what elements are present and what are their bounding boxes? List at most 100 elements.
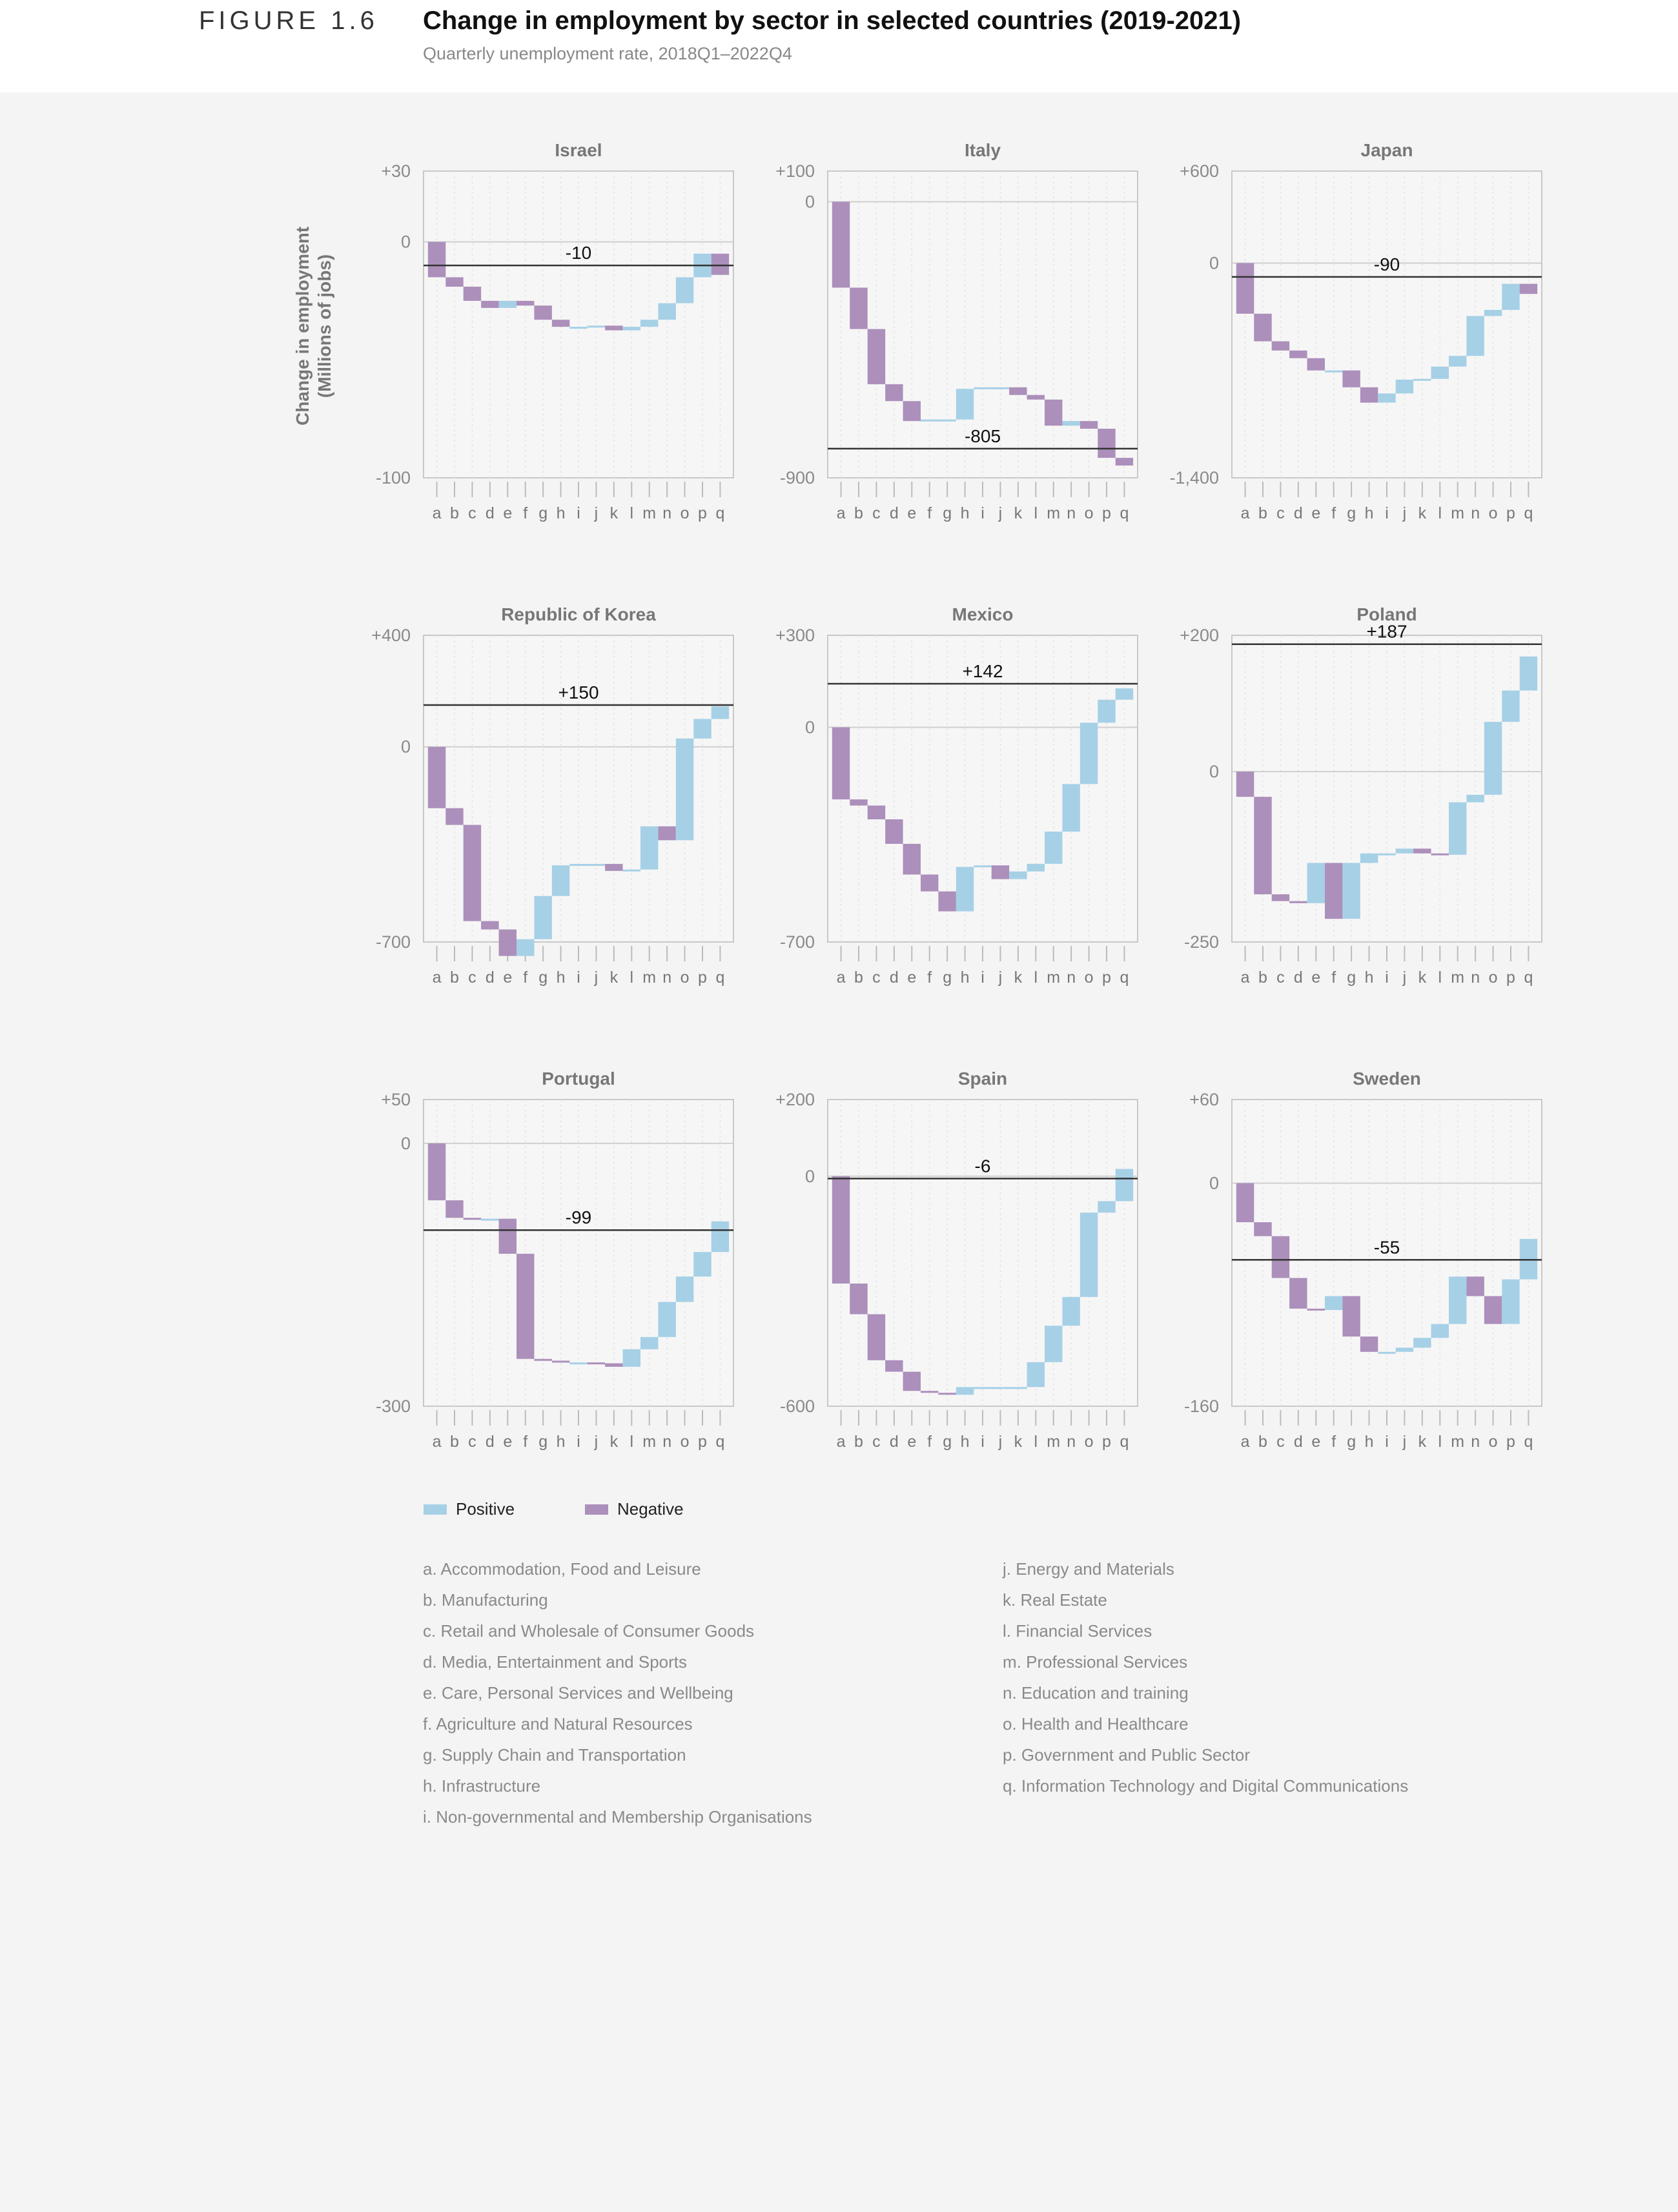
x-tick-label: a xyxy=(433,968,442,987)
waterfall-bar xyxy=(1307,358,1325,371)
y-tick-label: 0 xyxy=(1209,762,1219,781)
x-tick-label: m xyxy=(642,968,656,987)
waterfall-bar xyxy=(1378,853,1396,855)
waterfall-bar xyxy=(991,387,1010,389)
total-label: +187 xyxy=(1366,622,1407,642)
waterfall-bar xyxy=(921,1391,939,1393)
x-tick-label: p xyxy=(698,968,707,987)
x-tick-label: f xyxy=(1331,968,1336,987)
category-key-item: n. Education and training xyxy=(1003,1683,1189,1703)
y-tick-label: +50 xyxy=(381,1090,411,1109)
waterfall-bar xyxy=(1484,309,1502,316)
waterfall-bar xyxy=(1502,283,1520,310)
waterfall-bar xyxy=(903,401,921,422)
x-tick-label: q xyxy=(715,968,724,987)
waterfall-bar xyxy=(427,1143,446,1201)
waterfall-bar xyxy=(1307,1308,1325,1311)
plot-frame xyxy=(423,170,734,478)
x-tick-label: p xyxy=(1506,968,1515,987)
x-tick-label: i xyxy=(981,504,985,522)
waterfall-bar xyxy=(1236,772,1254,797)
waterfall-bar xyxy=(711,1221,730,1253)
waterfall-bar xyxy=(1027,1362,1045,1388)
x-tick-label: l xyxy=(1034,1433,1038,1451)
category-key-item: o. Health and Healthcare xyxy=(1003,1714,1189,1734)
waterfall-bar xyxy=(1045,832,1063,864)
waterfall-bar xyxy=(1395,848,1414,854)
waterfall-bar xyxy=(1325,863,1343,919)
x-tick-label: m xyxy=(1047,504,1060,522)
x-tick-label: o xyxy=(1085,1433,1094,1451)
x-tick-label: h xyxy=(961,968,970,987)
waterfall-bar xyxy=(1098,429,1116,458)
waterfall-bar xyxy=(1079,1213,1098,1297)
waterfall-bar xyxy=(938,1393,956,1395)
waterfall-bar xyxy=(1431,853,1449,855)
x-tick-label: p xyxy=(698,504,707,522)
x-tick-label: l xyxy=(630,968,634,987)
x-tick-label: c xyxy=(872,1433,881,1451)
x-tick-label: i xyxy=(1385,504,1389,522)
x-tick-label: k xyxy=(1014,968,1023,987)
x-tick-label: n xyxy=(1067,1433,1076,1451)
x-tick-label: l xyxy=(1438,968,1442,987)
waterfall-bar xyxy=(1413,378,1431,381)
x-tick-label: l xyxy=(1438,1433,1442,1451)
x-tick-label: i xyxy=(577,504,580,522)
waterfall-bar xyxy=(903,844,921,875)
category-key-item: l. Financial Services xyxy=(1003,1621,1152,1641)
chart-panel: a b c d e f g h i j k l m n o p q -90 +600 0 -1,400 Japan xyxy=(1169,140,1542,522)
small-multiples-charts: a b c d e f g h i j k l m n o p q-10+300-100IsraelChange… xyxy=(292,140,1542,1451)
panel-title: Israel xyxy=(555,140,602,160)
total-label: +150 xyxy=(558,682,599,702)
x-tick-label: n xyxy=(662,1433,671,1451)
waterfall-bar xyxy=(885,819,903,844)
total-label: +142 xyxy=(962,661,1003,681)
x-tick-label: f xyxy=(1331,504,1336,522)
waterfall-bar xyxy=(974,1387,992,1389)
waterfall-bar xyxy=(445,277,464,287)
x-tick-label: b xyxy=(1258,968,1267,987)
waterfall-bar xyxy=(551,865,570,896)
panel-title: Mexico xyxy=(952,604,1014,624)
x-tick-label: k xyxy=(1014,1433,1023,1451)
waterfall-bar xyxy=(640,826,659,870)
x-tick-label: o xyxy=(1085,504,1094,522)
x-tick-label: g xyxy=(1347,1433,1356,1451)
x-tick-label: d xyxy=(890,504,899,522)
waterfall-bar xyxy=(675,1276,694,1302)
x-tick-label: a xyxy=(837,968,846,987)
x-tick-label: n xyxy=(662,968,671,987)
waterfall-bar xyxy=(605,325,623,331)
chart-panel: a b c d e f g h i j k l m n o p q +187 +200 0 -250 Poland xyxy=(1180,604,1542,987)
category-key-item: j. Energy and Materials xyxy=(1003,1559,1174,1579)
panel-title: Italy xyxy=(965,140,1001,160)
x-tick-label: n xyxy=(1471,968,1480,987)
waterfall-bar xyxy=(1062,784,1080,832)
waterfall-bar xyxy=(885,1360,903,1372)
x-tick-label: j xyxy=(594,968,599,987)
waterfall-bar xyxy=(1009,387,1027,395)
panel-title: Spain xyxy=(958,1069,1007,1089)
x-tick-label: b xyxy=(854,968,863,987)
waterfall-bar xyxy=(1484,1296,1502,1324)
waterfall-bar xyxy=(1271,341,1290,351)
x-tick-label: f xyxy=(927,504,932,522)
waterfall-bar xyxy=(1466,795,1484,803)
x-tick-label: c xyxy=(872,968,881,987)
x-tick-label: a xyxy=(837,1433,846,1451)
x-tick-label: j xyxy=(594,504,599,522)
x-tick-label: q xyxy=(715,504,724,522)
chart-panel: a b c d e f g h i j k l m n o p q -805 +100 0 -900 Italy xyxy=(775,140,1138,522)
waterfall-bar xyxy=(1098,699,1116,723)
category-key-item: m. Professional Services xyxy=(1003,1652,1188,1672)
waterfall-bar xyxy=(1289,350,1307,358)
header: FIGURE 1.6 Change in employment by secto… xyxy=(0,0,1678,92)
waterfall-bar xyxy=(1395,380,1414,394)
x-tick-label: n xyxy=(1471,1433,1480,1451)
x-tick-label: b xyxy=(854,1433,863,1451)
waterfall-bar xyxy=(551,320,570,327)
waterfall-bar xyxy=(1115,688,1134,700)
x-tick-label: k xyxy=(1418,1433,1427,1451)
x-tick-label: j xyxy=(1402,504,1407,522)
